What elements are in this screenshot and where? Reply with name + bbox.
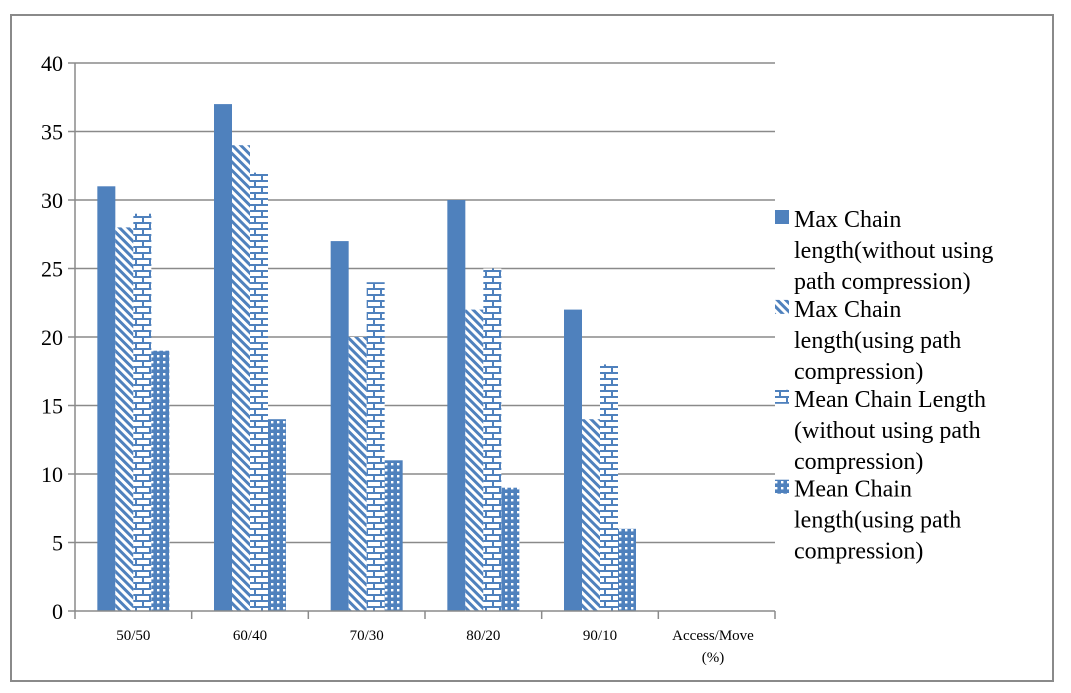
legend: Max Chain length(without using path compre… — [775, 207, 993, 565]
x-axis-ticks: 50/50 60/40 70/30 80/20 90/10 — [74, 611, 776, 644]
x-axis-label-line-1: Access/Move — [672, 628, 754, 644]
y-tick-label: 0 — [52, 599, 63, 624]
bar-diagonal-90-10 — [582, 419, 600, 611]
x-axis-label-line-2: (%) — [702, 650, 725, 666]
y-tick-label: 20 — [41, 325, 63, 350]
bar-solid-90-10 — [564, 309, 582, 611]
gridlines — [75, 62, 775, 544]
x-tick-label: 90/10 — [583, 628, 617, 644]
bar-grid-90-10 — [618, 528, 636, 611]
bar-grid-60-40 — [268, 419, 286, 611]
bar-diagonal-80-20 — [465, 309, 484, 611]
legend-label-line: length(using path — [794, 508, 961, 534]
bar-grid-50-50 — [151, 350, 170, 611]
bar-brick-90-10 — [600, 364, 618, 611]
x-tick-label: 70/30 — [350, 628, 384, 644]
legend-label-line: path compression) — [794, 269, 971, 295]
legend-swatch-grid — [775, 479, 789, 494]
bar-brick-60-40 — [250, 172, 268, 611]
bar-diagonal-50-50 — [115, 227, 134, 611]
legend-label-line: compression) — [794, 539, 923, 565]
y-tick-label: 10 — [41, 462, 63, 487]
legend-label-line: compression) — [794, 359, 923, 385]
legend-label-line: Max Chain — [794, 297, 901, 323]
legend-label-line: Mean Chain Length — [794, 387, 986, 413]
bar-solid-50-50 — [97, 186, 116, 612]
legend-swatch-diagonal — [775, 299, 789, 314]
legend-label-line: Max Chain — [794, 207, 901, 233]
legend-label-line: length(without using — [794, 238, 993, 264]
y-tick-label: 40 — [41, 51, 63, 76]
y-tick-label: 5 — [52, 531, 63, 556]
bar-diagonal-70-30 — [348, 337, 367, 611]
legend-label-line: compression) — [794, 449, 923, 475]
y-axis-ticks: 0 5 10 15 20 25 30 35 40 — [41, 51, 75, 624]
bar-solid-70-30 — [330, 241, 349, 611]
x-tick-label: 80/20 — [466, 628, 500, 644]
bar-solid-60-40 — [214, 104, 232, 611]
legend-label-line: Mean Chain — [794, 477, 912, 503]
chart-frame — [10, 14, 1054, 682]
bar-brick-50-50 — [133, 213, 152, 611]
y-tick-label: 35 — [41, 120, 63, 145]
bars — [97, 104, 636, 612]
x-tick-label: 60/40 — [233, 628, 267, 644]
x-tick-label: 50/50 — [116, 628, 150, 644]
bar-brick-80-20 — [483, 268, 502, 611]
y-tick-label: 15 — [41, 394, 63, 419]
legend-label-line: (without using path — [794, 418, 981, 444]
y-tick-label: 30 — [41, 188, 63, 213]
legend-label-line: length(using path — [794, 328, 961, 354]
bar-solid-80-20 — [447, 200, 466, 611]
bar-brick-70-30 — [366, 282, 385, 611]
legend-swatch-brick — [775, 389, 789, 404]
bar-diagonal-60-40 — [232, 145, 250, 611]
bar-grid-70-30 — [384, 460, 403, 611]
y-tick-label: 25 — [41, 257, 63, 282]
legend-swatch-solid — [775, 210, 789, 224]
bar-grid-80-20 — [501, 487, 520, 611]
